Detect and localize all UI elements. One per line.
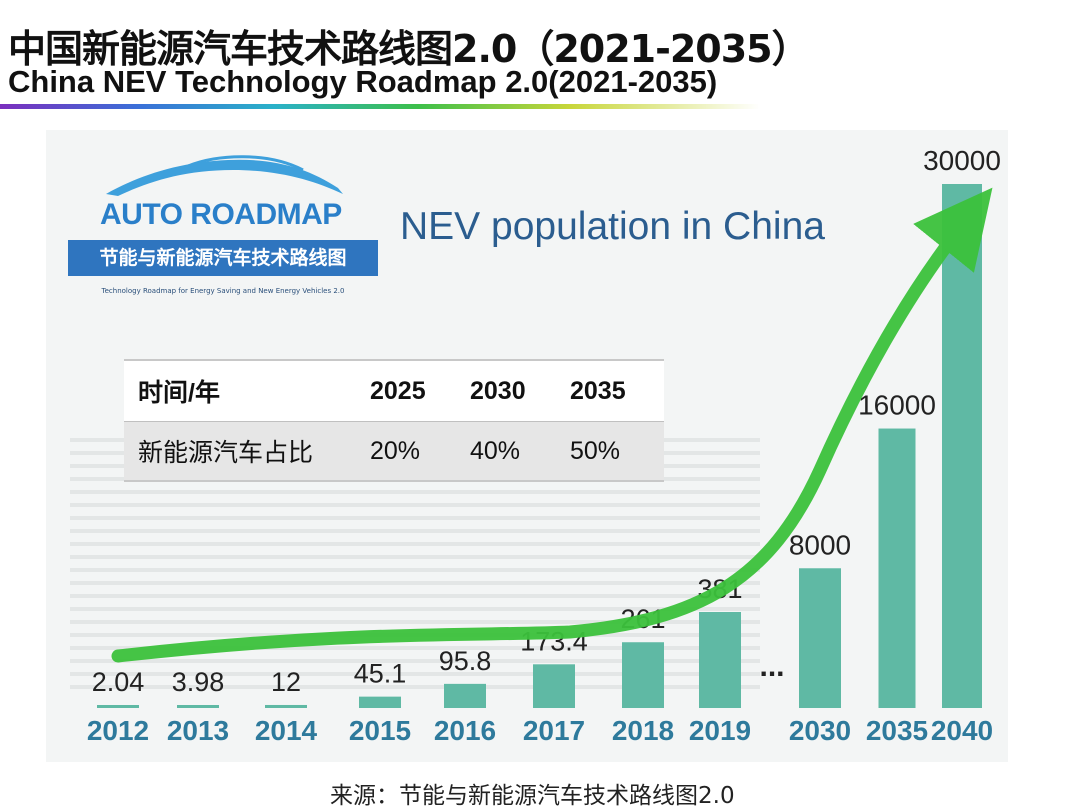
header-cell-2030: 2030 [470, 359, 570, 422]
auto-roadmap-logo: AUTO ROADMAP 节能与新能源汽车技术路线图 Technology Ro… [68, 148, 378, 298]
bar-2015 [359, 696, 401, 708]
value-label-2035: 16000 [858, 390, 936, 421]
value-label-2014: 12 [271, 667, 301, 697]
value-label-2015: 45.1 [354, 659, 407, 689]
value-label-2016: 95.8 [439, 646, 492, 676]
header-cell-period: 时间/年 [124, 359, 370, 422]
year-label-2014: 2014 [255, 715, 318, 746]
bar-2018 [622, 642, 664, 708]
year-label-2018: 2018 [612, 715, 674, 746]
bar-2017 [533, 664, 575, 708]
car-outline-icon [106, 155, 343, 196]
value-label-2012: 2.04 [92, 667, 145, 697]
year-label-2016: 2016 [434, 715, 496, 746]
bar-2016 [444, 683, 486, 708]
chart-title: NEV population in China [400, 205, 825, 248]
source-note: 来源：节能与新能源汽车技术路线图2.0 [330, 783, 735, 809]
value-label-2040: 30000 [923, 145, 1001, 176]
row-cell-2030: 40% [470, 421, 570, 482]
row-cell-2035: 50% [570, 421, 664, 482]
logo-subtitle: Technology Roadmap for Energy Saving and… [101, 287, 345, 295]
bar-group [97, 184, 982, 708]
bar-2040 [942, 184, 982, 708]
year-label-2040: 2040 [931, 715, 993, 746]
bar-2012 [97, 705, 139, 708]
bar-2035 [878, 428, 916, 708]
share-table-row: 新能源汽车占比 20% 40% 50% [124, 421, 664, 482]
value-label-2030: 8000 [789, 529, 851, 560]
year-label-2017: 2017 [523, 715, 585, 746]
year-label-2030: 2030 [789, 715, 851, 746]
trend-arrow [111, 187, 993, 663]
logo-name: AUTO ROADMAP [100, 198, 342, 231]
year-label-2013: 2013 [167, 715, 229, 746]
bar-2030 [799, 568, 841, 708]
year-label-2015: 2015 [349, 715, 411, 746]
row-cell-2025: 20% [370, 421, 470, 482]
page-title-cn: 中国新能源汽车技术路线图2.0（2021-2035） [8, 27, 810, 71]
page-title-en: China NEV Technology Roadmap 2.0(2021-20… [8, 64, 718, 99]
year-label-group: 2012 2013 2014 2015 2016 2017 2018 2019 2030 2035… [87, 715, 993, 746]
header-cell-2035: 2035 [570, 359, 664, 422]
header-cell-2025: 2025 [370, 359, 470, 422]
bar-2014 [265, 704, 307, 708]
year-label-2019: 2019 [689, 715, 751, 746]
bar-2013 [177, 705, 219, 708]
year-label-2035: 2035 [866, 715, 928, 746]
bar-2019 [699, 612, 741, 708]
year-label-2012: 2012 [87, 715, 149, 746]
row-cell-label: 新能源汽车占比 [124, 421, 370, 482]
gap-ellipsis: ... [759, 650, 784, 683]
logo-band-text: 节能与新能源汽车技术路线图 [68, 240, 378, 276]
share-table-header: 时间/年 2025 2030 2035 [124, 359, 664, 422]
value-label-2013: 3.98 [172, 667, 225, 697]
title-underline [0, 104, 760, 109]
nev-share-table: 时间/年 2025 2030 2035 新能源汽车占比 20% 40% 50% [124, 359, 664, 482]
